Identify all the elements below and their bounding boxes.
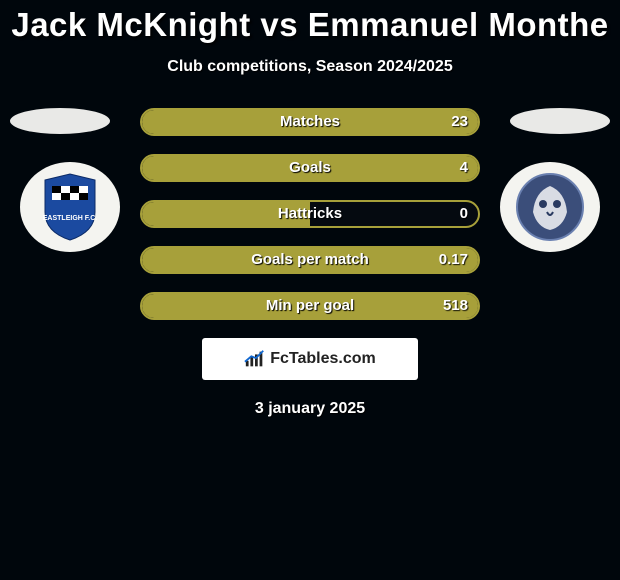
- eastleigh-crest-icon: EASTLEIGH F.C.: [35, 172, 105, 242]
- fctables-logo: FcTables.com: [202, 338, 418, 380]
- fctables-label: FcTables.com: [270, 350, 376, 368]
- stat-bar-label: Goals per match: [142, 248, 478, 272]
- stat-bar-hattricks: Hattricks0: [140, 200, 480, 228]
- svg-text:EASTLEIGH F.C.: EASTLEIGH F.C.: [43, 215, 98, 222]
- bar-chart-icon: [244, 349, 266, 369]
- date-label: 3 january 2025: [0, 400, 620, 418]
- stat-bar-label: Goals: [142, 156, 478, 180]
- player-right-shadow: [510, 108, 610, 134]
- subtitle: Club competitions, Season 2024/2025: [0, 58, 620, 76]
- oldham-crest-icon: [515, 172, 585, 242]
- stat-bar-label: Matches: [142, 110, 478, 134]
- page-title: Jack McKnight vs Emmanuel Monthe: [0, 0, 620, 44]
- stat-bar-label: Hattricks: [142, 202, 478, 226]
- stat-bar-value: 23: [451, 110, 468, 134]
- club-badge-right: [500, 162, 600, 252]
- stat-bars: Matches23 Goals4 Hattricks0 Goals per match…: [140, 108, 480, 320]
- stat-bar-value: 0.17: [439, 248, 468, 272]
- stat-bar-goals-per-match: Goals per match0.17: [140, 246, 480, 274]
- stat-bar-goals: Goals4: [140, 154, 480, 182]
- club-badge-left: EASTLEIGH F.C.: [20, 162, 120, 252]
- stat-bar-value: 518: [443, 294, 468, 318]
- comparison-arena: EASTLEIGH F.C. Matches23Goals4Hattricks0…: [0, 108, 620, 320]
- stat-bar-label: Min per goal: [142, 294, 478, 318]
- stat-bar-value: 0: [460, 202, 468, 226]
- player-left-shadow: [10, 108, 110, 134]
- stat-bar-value: 4: [460, 156, 468, 180]
- stat-bar-matches: Matches23: [140, 108, 480, 136]
- stat-bar-min-per-goal: Min per goal518: [140, 292, 480, 320]
